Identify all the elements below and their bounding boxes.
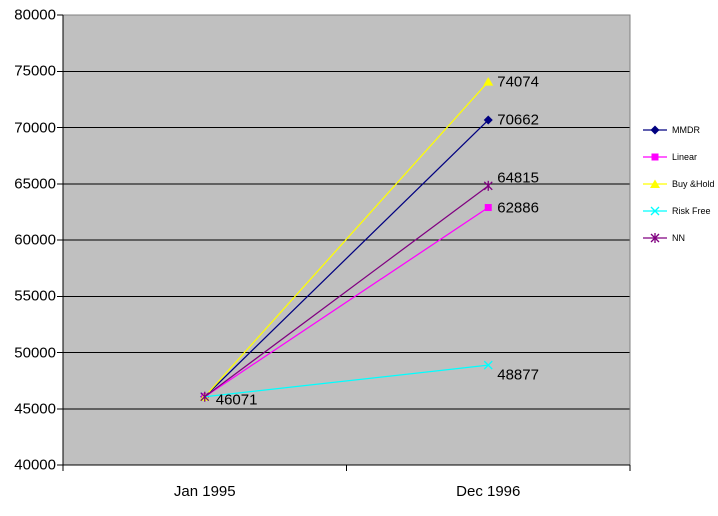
data-label-mmdr: 70662 xyxy=(497,111,539,129)
legend-label-nn: NN xyxy=(672,232,685,243)
series-line-linear xyxy=(204,207,489,398)
y-tick-label: 60000 xyxy=(14,231,56,249)
legend-label-linear: Linear xyxy=(672,151,698,162)
y-tick-label: 65000 xyxy=(14,175,56,193)
x-tick-label-dec-1996: Dec 1996 xyxy=(456,483,521,500)
data-label-start: 46071 xyxy=(215,391,258,409)
series-line-nn xyxy=(204,185,489,398)
legend-item-nn: NN xyxy=(642,224,718,251)
legend-key-buy-hold xyxy=(643,179,667,188)
series-line-mmdr xyxy=(204,119,489,398)
legend-item-risk-free: Risk Free xyxy=(642,197,718,224)
series-marker-linear xyxy=(484,204,492,212)
y-tick-label: 40000 xyxy=(14,456,56,474)
series-marker-risk-free xyxy=(483,360,493,370)
legend-item-buy-hold: Buy &Hold xyxy=(642,170,718,197)
legend-key-nn xyxy=(643,232,667,243)
legend-item-linear: Linear xyxy=(642,143,718,170)
legend-key-mmdr xyxy=(643,125,667,134)
legend-key-linear xyxy=(643,153,667,160)
y-tick-label: 50000 xyxy=(14,344,56,361)
data-label-buy-hold: 74074 xyxy=(497,73,539,91)
legend-key-risk-free xyxy=(643,206,667,215)
data-label-risk-free: 48877 xyxy=(497,366,539,384)
legend: MMDR Linear Buy &Hold Risk Free NN xyxy=(642,116,718,251)
data-label-linear: 62886 xyxy=(497,199,539,217)
legend-marker-buy-hold xyxy=(650,179,660,188)
legend-label-risk-free: Risk Free xyxy=(672,205,711,216)
legend-label-buy-hold: Buy &Hold xyxy=(672,178,715,189)
series-line-risk-free xyxy=(204,364,489,398)
y-tick-label: 55000 xyxy=(14,287,56,305)
series-marker-buy-hold xyxy=(483,77,494,86)
series-marker-mmdr xyxy=(483,115,493,125)
y-tick-label: 45000 xyxy=(14,400,56,418)
y-tick-label: 80000 xyxy=(14,6,56,24)
legend-marker-mmdr xyxy=(650,125,660,134)
data-label-nn: 64815 xyxy=(497,169,539,187)
x-tick-label-jan-1995: Jan 1995 xyxy=(173,483,236,500)
y-tick-label: 70000 xyxy=(14,119,56,136)
legend-item-mmdr: MMDR xyxy=(642,116,718,143)
legend-marker-risk-free xyxy=(650,206,660,215)
y-tick-label: 75000 xyxy=(14,62,56,80)
series-line-buy-hold xyxy=(204,81,489,398)
legend-marker-linear xyxy=(651,153,659,160)
legend-label-mmdr: MMDR xyxy=(672,124,700,135)
